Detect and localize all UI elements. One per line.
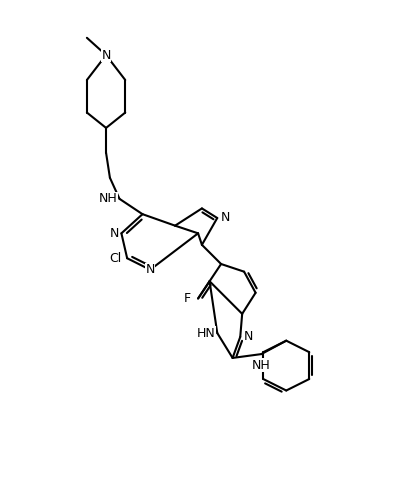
Text: Cl: Cl — [109, 252, 122, 265]
Text: N: N — [101, 49, 111, 62]
Text: NH: NH — [252, 359, 271, 372]
Text: N: N — [243, 330, 253, 343]
Text: N: N — [110, 227, 120, 240]
Text: HN: HN — [196, 326, 215, 339]
Text: N: N — [146, 263, 155, 276]
Text: NH: NH — [99, 192, 118, 205]
Text: N: N — [221, 212, 230, 225]
Text: F: F — [184, 292, 191, 305]
